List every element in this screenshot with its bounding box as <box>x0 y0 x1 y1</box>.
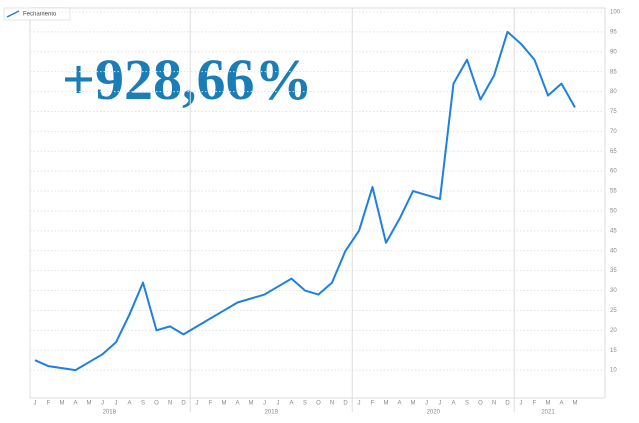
x-tick-label: O <box>478 401 483 407</box>
y-tick-label: 35 <box>610 268 617 274</box>
annotation: +928,66% <box>62 47 313 112</box>
plot-frame <box>29 7 606 399</box>
x-tick-label: D <box>343 401 348 407</box>
y-tick-label: 85 <box>610 69 617 75</box>
x-tick-label: J <box>425 401 428 407</box>
x-tick-label: M <box>573 401 578 407</box>
x-tick-label: F <box>533 401 537 407</box>
x-tick-label: F <box>209 401 213 407</box>
y-tick-label: 30 <box>610 288 617 294</box>
x-tick-label: J <box>263 401 266 407</box>
y-tick-label: 20 <box>610 328 617 334</box>
x-tick-label: J <box>101 401 104 407</box>
x-tick-label: J <box>439 401 442 407</box>
y-tick-label: 50 <box>610 209 617 215</box>
x-tick-label: F <box>371 401 375 407</box>
x-tick-label: J <box>277 401 280 407</box>
x-tick-label: M <box>60 401 65 407</box>
year-label: 2018 <box>103 410 117 416</box>
x-tick-label: A <box>559 401 563 407</box>
y-tick-label: 75 <box>610 109 617 115</box>
x-tick-label: M <box>411 401 416 407</box>
x-tick-label: A <box>235 401 239 407</box>
x-tick-label: A <box>73 401 77 407</box>
y-tick-label: 15 <box>610 348 617 354</box>
x-tick-label: A <box>451 401 455 407</box>
y-tick-label: 70 <box>610 129 617 135</box>
x-tick-label: J <box>196 401 199 407</box>
y-tick-label: 80 <box>610 89 617 95</box>
y-tick-label: 45 <box>610 228 617 234</box>
x-tick-label: N <box>492 401 496 407</box>
x-tick-label: F <box>47 401 51 407</box>
x-tick-label: N <box>330 401 334 407</box>
y-tick-label: 40 <box>610 248 617 254</box>
year-label: 2020 <box>427 410 441 416</box>
x-tick-label: M <box>222 401 227 407</box>
x-tick-label: J <box>34 401 37 407</box>
x-tick-label: M <box>546 401 551 407</box>
x-tick-label: D <box>505 401 510 407</box>
x-tick-label: A <box>397 401 401 407</box>
x-tick-label: S <box>303 401 307 407</box>
x-tick-label: J <box>115 401 118 407</box>
y-tick-label: 90 <box>610 49 617 55</box>
year-label: 2021 <box>541 410 555 416</box>
x-tick-label: S <box>141 401 145 407</box>
legend-swatch <box>6 10 20 18</box>
legend <box>3 7 71 21</box>
x-tick-label: O <box>154 401 159 407</box>
x-tick-label: S <box>465 401 469 407</box>
x-tick-label: M <box>87 401 92 407</box>
year-label: 2019 <box>265 410 279 416</box>
x-tick-label: M <box>384 401 389 407</box>
x-tick-label: J <box>358 401 361 407</box>
y-tick-label: 95 <box>610 29 617 35</box>
y-tick-label: 65 <box>610 149 617 155</box>
y-tick-label: 25 <box>610 308 617 314</box>
x-tick-label: O <box>316 401 321 407</box>
y-tick-label: 100 <box>610 10 621 16</box>
x-tick-label: A <box>289 401 293 407</box>
y-tick-label: 55 <box>610 189 617 195</box>
x-tick-label: A <box>127 401 131 407</box>
y-tick-label: 10 <box>610 368 617 374</box>
x-tick-label: D <box>181 401 186 407</box>
x-tick-label: M <box>249 401 254 407</box>
x-tick-label: N <box>168 401 172 407</box>
y-tick-label: 60 <box>610 169 617 175</box>
legend-label: Fechamento <box>23 12 57 18</box>
series-line <box>34 30 576 372</box>
x-tick-label: J <box>520 401 523 407</box>
